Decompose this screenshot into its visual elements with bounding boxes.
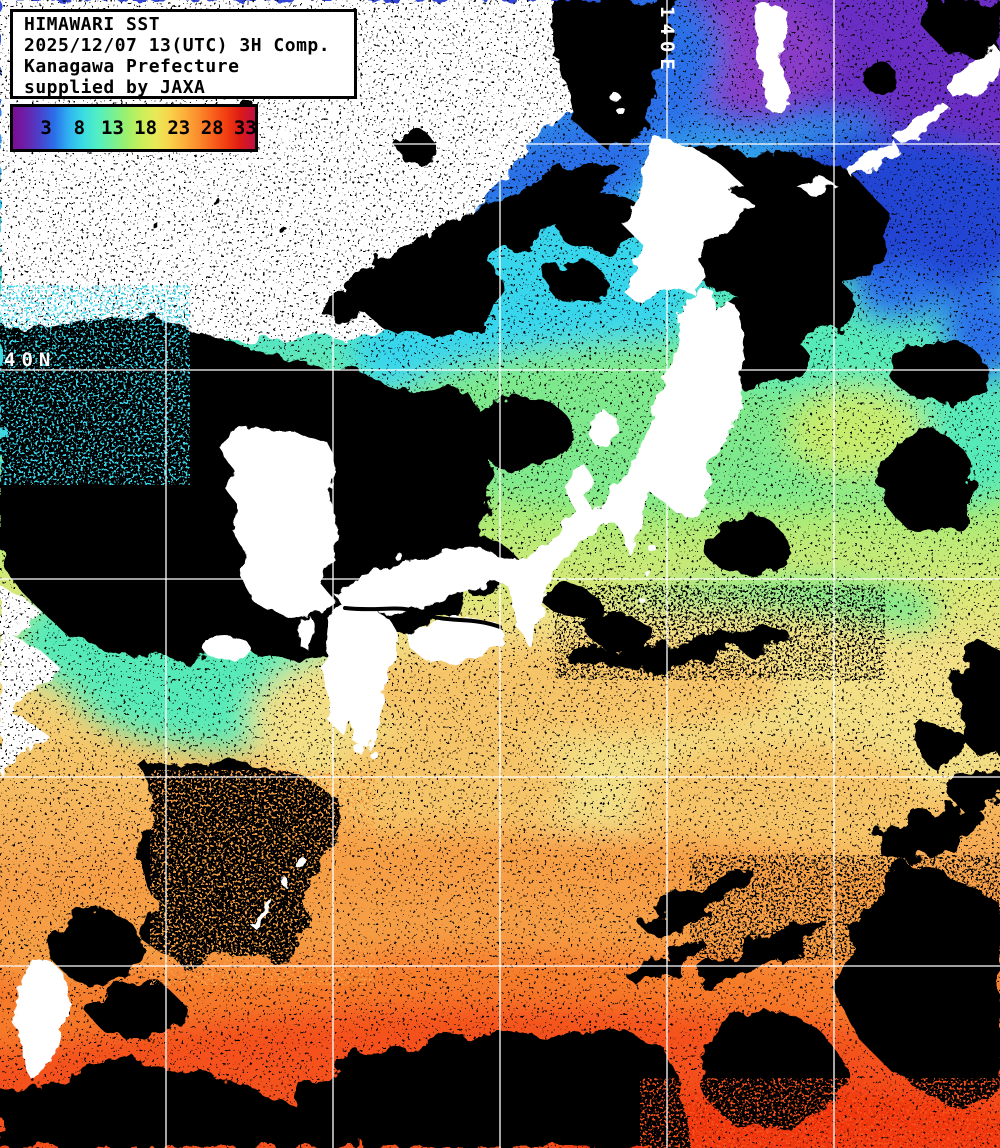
landmass-okinawa: [250, 899, 272, 928]
colorbar-tick-8: 8: [73, 117, 86, 139]
landmass-tsushima: [298, 616, 314, 650]
title-region: Kanagawa Prefecture: [24, 56, 240, 77]
landmass-kuril-1: [798, 178, 836, 196]
speckle-red-bottom: [640, 1078, 1000, 1148]
landmass-honshu: [336, 290, 745, 646]
landmass-front-group: [15, 2, 1000, 1078]
title-datetime: 2025/12/07 13(UTC) 3H Comp.: [24, 35, 331, 56]
colorbar-tick-23: 23: [167, 117, 191, 139]
colorbar-tick-33: 33: [233, 117, 257, 139]
landmass-shikoku: [408, 616, 506, 664]
landmass-izu-island-1: [648, 544, 656, 552]
landmass-kyushu: [322, 600, 396, 748]
speckle-cyan-yellow-sea: [0, 285, 190, 485]
colorbar-tick-3: 3: [40, 117, 52, 139]
landmass-rebun: [618, 108, 626, 116]
title-credit: supplied by JAXA: [24, 77, 206, 98]
seto-inland-sea-line: [343, 606, 502, 629]
landmass-sado: [588, 410, 620, 446]
title-box: HIMAWARI SST 2025/12/07 13(UTC) 3H Comp.…: [10, 9, 357, 99]
landmass-tanegashima: [355, 745, 365, 755]
colorbar-tick-18: 18: [134, 117, 158, 139]
landmass-kuril-4: [946, 44, 1000, 98]
landmass-izu-island-2: [643, 569, 649, 575]
landmass-kuril-3: [892, 100, 950, 146]
colorbar-tick-13: 13: [101, 117, 124, 139]
landmass-ryukyu-islet: [281, 878, 289, 886]
meridian-label-140e: 140E: [656, 6, 678, 76]
colorbar-tick-28: 28: [200, 117, 224, 139]
landmass-izu-island-3: [637, 595, 643, 601]
landmass-yakushima: [368, 749, 376, 757]
landmass-amami: [294, 856, 306, 868]
landmass-hokkaido: [624, 136, 754, 302]
parallel-label-40n: 40N: [4, 349, 56, 371]
landmass-sakhalin: [756, 2, 790, 114]
title-product-name: HIMAWARI SST: [24, 14, 161, 35]
speckle-orange-east-china-sea: [150, 770, 375, 985]
speckle-black-south-honshu: [555, 585, 885, 680]
landmass-taiwan: [15, 958, 70, 1078]
landmass-korea: [222, 428, 338, 618]
colorbar: 3 8 13 18 23 28 33: [10, 104, 258, 152]
landmass-jeju: [203, 637, 251, 659]
landmass-rishiri: [609, 91, 619, 101]
landmass-oki: [394, 552, 402, 560]
speckle-black-southeast: [690, 855, 1000, 960]
colorbar-gradient: [13, 107, 255, 149]
landmass-kuril-2: [846, 142, 900, 178]
